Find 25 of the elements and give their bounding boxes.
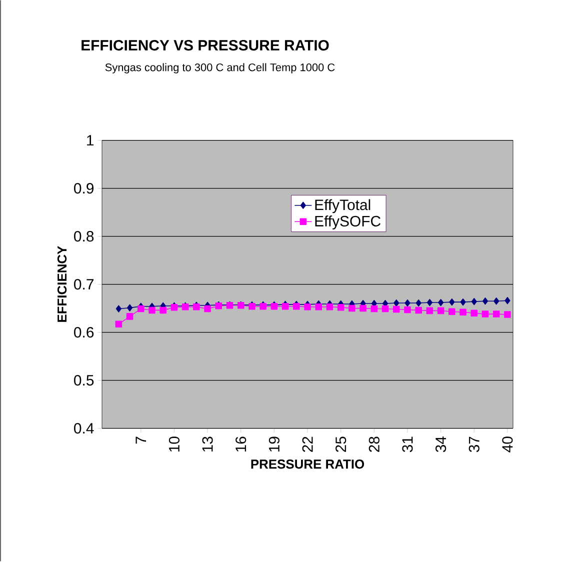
legend-label: EffyTotal — [315, 199, 370, 214]
y-axis-title: EFFICIENCY — [57, 246, 67, 322]
y-tick-label: 0.9 — [74, 183, 94, 194]
x-tick-label: 28 — [368, 436, 380, 452]
x-tick-label: 16 — [236, 436, 246, 452]
x-tick-label: 10 — [168, 436, 180, 452]
y-tick-label: 0.5 — [74, 375, 94, 386]
y-tick-label: 0.6 — [74, 327, 94, 338]
x-tick-label: 31 — [402, 437, 413, 452]
y-tick-label: 0.7 — [74, 279, 94, 290]
y-tick-label: 1 — [87, 135, 94, 146]
x-tick-label: 25 — [336, 436, 346, 452]
chart-subtitle: Syngas cooling to 300 C and Cell Temp 1000 C — [105, 63, 335, 74]
x-tick-label: 34 — [436, 436, 446, 452]
x-tick-label: 22 — [302, 437, 313, 452]
x-axis-title: PRESSURE RATIO — [251, 460, 364, 469]
legend-label: EffySOFC — [315, 216, 380, 230]
x-tick-label: 13 — [202, 436, 213, 452]
x-tick-label: 19 — [268, 436, 280, 452]
y-tick-label: 0.4 — [74, 423, 94, 434]
x-tick-label: 37 — [468, 437, 480, 452]
x-tick-label: 7 — [136, 437, 146, 444]
y-tick-label: 0.8 — [74, 231, 94, 242]
x-tick-label: 40 — [502, 436, 513, 453]
chart-title: EFFICIENCY VS PRESSURE RATIO — [82, 40, 329, 51]
